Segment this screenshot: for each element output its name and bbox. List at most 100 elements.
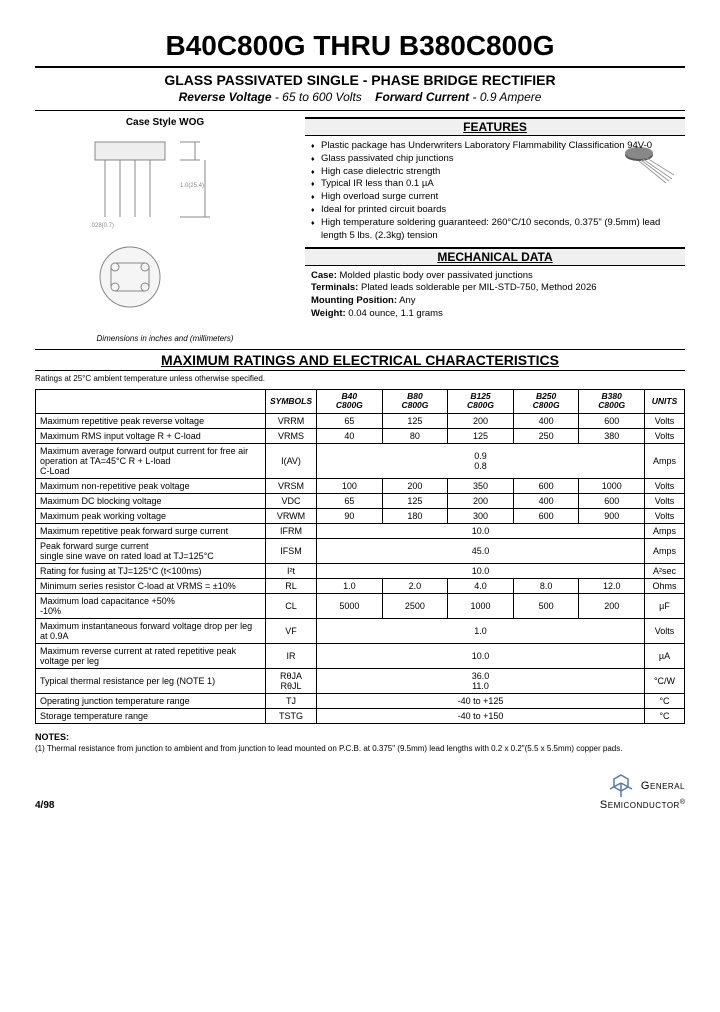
value-cell-span: 1.0: [317, 618, 645, 643]
value-cell: 400: [513, 413, 579, 428]
table-row: Maximum peak working voltageVRWM90180300…: [36, 508, 685, 523]
value-cell: 600: [513, 508, 579, 523]
value-cell-span: 36.011.0: [317, 668, 645, 693]
ratings-note: Ratings at 25°C ambient temperature unle…: [35, 374, 685, 383]
param-cell: Maximum peak working voltage: [36, 508, 266, 523]
unit-cell: °C/W: [645, 668, 685, 693]
package-diagram: .028(0.7) 1.0(25.4): [35, 132, 295, 332]
value-cell: 400: [513, 493, 579, 508]
unit-cell: Volts: [645, 508, 685, 523]
unit-cell: µA: [645, 643, 685, 668]
mechanical-header: MECHANICAL DATA: [305, 247, 685, 266]
symbol-cell: VF: [266, 618, 317, 643]
unit-cell: Volts: [645, 428, 685, 443]
notes-heading: NOTES:: [35, 732, 685, 742]
symbol-cell: IFSM: [266, 538, 317, 563]
symbol-cell: IR: [266, 643, 317, 668]
value-cell-span: 45.0: [317, 538, 645, 563]
unit-cell: Amps: [645, 523, 685, 538]
unit-cell: Amps: [645, 443, 685, 478]
table-row: Maximum DC blocking voltageVDC6512520040…: [36, 493, 685, 508]
svg-text:.028(0.7): .028(0.7): [90, 223, 114, 229]
value-cell: 350: [448, 478, 514, 493]
value-cell: 2.0: [382, 578, 448, 593]
symbol-cell: VRRM: [266, 413, 317, 428]
unit-cell: °C: [645, 708, 685, 723]
brand-line2: Semiconductor: [600, 799, 680, 811]
value-cell-span: 0.90.8: [317, 443, 645, 478]
rv-val: - 65 to 600 Volts: [275, 90, 362, 104]
mech-term-label: Terminals:: [311, 282, 358, 293]
table-row: Maximum reverse current at rated repetit…: [36, 643, 685, 668]
value-cell: 600: [579, 413, 645, 428]
value-cell: 250: [513, 428, 579, 443]
table-row: Maximum average forward output current f…: [36, 443, 685, 478]
value-cell-span: -40 to +125: [317, 693, 645, 708]
param-cell: Rating for fusing at TJ=125°C (t<100ms): [36, 563, 266, 578]
param-cell: Storage temperature range: [36, 708, 266, 723]
symbol-cell: RθJARθJL: [266, 668, 317, 693]
specs-line: Reverse Voltage - 65 to 600 Volts Forwar…: [35, 90, 685, 104]
dimension-note: Dimensions in inches and (millimeters): [35, 334, 295, 343]
rv-label: Reverse Voltage: [179, 90, 272, 104]
value-cell: 65: [317, 493, 383, 508]
value-cell: 8.0: [513, 578, 579, 593]
unit-cell: Volts: [645, 618, 685, 643]
param-cell: Minimum series resistor C-load at VRMS =…: [36, 578, 266, 593]
param-cell: Maximum load capacitance +50% -10%: [36, 593, 266, 618]
col-symbols: SYMBOLS: [266, 390, 317, 414]
right-column: FEATURES Plastic package has Underwriter…: [305, 117, 685, 343]
value-cell: 5000: [317, 593, 383, 618]
mech-term-val: Plated leads solderable per MIL-STD-750,…: [361, 282, 597, 293]
rule-top: [35, 66, 685, 68]
rule-under-specs: [35, 110, 685, 111]
table-row: Operating junction temperature rangeTJ-4…: [36, 693, 685, 708]
value-cell: 380: [579, 428, 645, 443]
value-cell: 600: [579, 493, 645, 508]
col-part-3: B250C800G: [513, 390, 579, 414]
value-cell: 200: [382, 478, 448, 493]
symbol-cell: I(AV): [266, 443, 317, 478]
feature-item: High case dielectric strength: [311, 166, 679, 179]
value-cell: 125: [382, 413, 448, 428]
value-cell: 1000: [448, 593, 514, 618]
symbol-cell: I²t: [266, 563, 317, 578]
mech-mount-label: Mounting Position:: [311, 295, 397, 306]
table-row: Typical thermal resistance per leg (NOTE…: [36, 668, 685, 693]
col-part-0: B40C800G: [317, 390, 383, 414]
value-cell: 1.0: [317, 578, 383, 593]
mech-weight-label: Weight:: [311, 308, 346, 319]
unit-cell: µF: [645, 593, 685, 618]
ratings-header: MAXIMUM RATINGS AND ELECTRICAL CHARACTER…: [35, 349, 685, 371]
col-part-2: B125C800G: [448, 390, 514, 414]
value-cell: 125: [448, 428, 514, 443]
param-cell: Maximum repetitive peak reverse voltage: [36, 413, 266, 428]
value-cell: 2500: [382, 593, 448, 618]
param-cell: Maximum DC blocking voltage: [36, 493, 266, 508]
param-cell: Maximum RMS input voltage R + C-load: [36, 428, 266, 443]
mech-case-label: Case:: [311, 270, 337, 281]
value-cell-span: 10.0: [317, 563, 645, 578]
value-cell: 100: [317, 478, 383, 493]
feature-item: Plastic package has Underwriters Laborat…: [311, 140, 679, 153]
value-cell: 500: [513, 593, 579, 618]
value-cell: 900: [579, 508, 645, 523]
symbol-cell: TJ: [266, 693, 317, 708]
param-cell: Maximum non-repetitive peak voltage: [36, 478, 266, 493]
brand-line1: General: [641, 780, 685, 792]
value-cell: 200: [448, 493, 514, 508]
feature-item: Typical IR less than 0.1 µA: [311, 178, 679, 191]
feature-item: Glass passivated chip junctions: [311, 153, 679, 166]
page-title: B40C800G THRU B380C800G: [35, 30, 685, 62]
symbol-cell: CL: [266, 593, 317, 618]
value-cell: 200: [448, 413, 514, 428]
unit-cell: Ohms: [645, 578, 685, 593]
table-row: Minimum series resistor C-load at VRMS =…: [36, 578, 685, 593]
param-cell: Maximum repetitive peak forward surge cu…: [36, 523, 266, 538]
value-cell-span: 10.0: [317, 523, 645, 538]
footer-date: 4/98: [35, 800, 54, 811]
mech-weight-val: 0.04 ounce, 1.1 grams: [348, 308, 443, 319]
table-row: Peak forward surge currentsingle sine wa…: [36, 538, 685, 563]
col-part-4: B380C800G: [579, 390, 645, 414]
param-cell: Typical thermal resistance per leg (NOTE…: [36, 668, 266, 693]
